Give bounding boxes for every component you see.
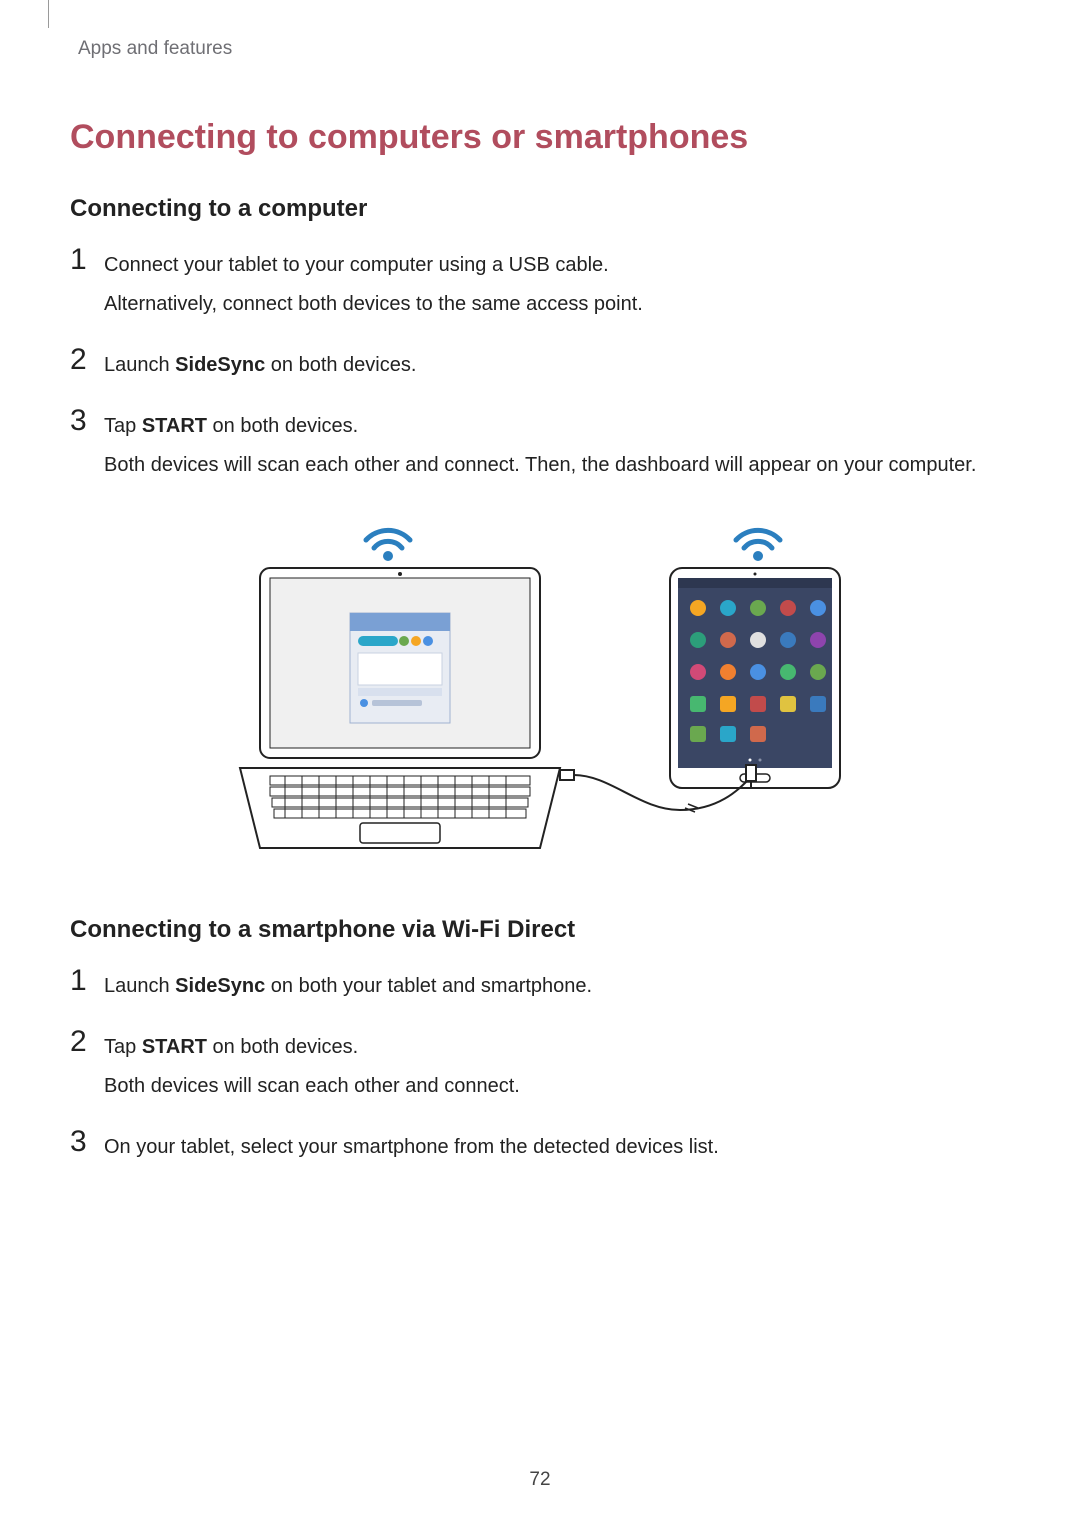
section2-step-3: 3 On your tablet, select your smartphone… (70, 1131, 1010, 1170)
section2-step-2: 2 Tap START on both devices. Both device… (70, 1031, 1010, 1109)
wifi-icon (736, 530, 780, 561)
step-body: Launch SideSync on both devices. (104, 349, 416, 388)
step-text: Launch (104, 354, 175, 376)
step-text: on both devices. (207, 1036, 358, 1058)
step-bold: SideSync (175, 354, 265, 376)
step-number: 1 (70, 245, 104, 275)
step-number: 2 (70, 1027, 104, 1057)
page-title: Connecting to computers or smartphones (70, 118, 1010, 157)
step-text: Launch (104, 975, 175, 997)
step-text: Alternatively, connect both devices to t… (104, 293, 643, 315)
section1-heading: Connecting to a computer (70, 195, 1010, 223)
section1-step-1: 1 Connect your tablet to your computer u… (70, 249, 1010, 327)
tablet-illustration (670, 568, 840, 788)
section2-step-1: 1 Launch SideSync on both your tablet an… (70, 970, 1010, 1009)
page-number: 72 (0, 1469, 1080, 1491)
step-bold: SideSync (175, 975, 265, 997)
step-body: Tap START on both devices. Both devices … (104, 410, 976, 488)
step-text: Tap (104, 415, 142, 437)
step-bold: START (142, 415, 207, 437)
step-number: 2 (70, 345, 104, 375)
step-number: 3 (70, 406, 104, 436)
header-rule (48, 0, 49, 28)
step-body: On your tablet, select your smartphone f… (104, 1131, 719, 1170)
connection-figure (70, 510, 1010, 880)
section1-step-3: 3 Tap START on both devices. Both device… (70, 410, 1010, 488)
step-text: on both devices. (265, 354, 416, 376)
section2-heading: Connecting to a smartphone via Wi-Fi Dir… (70, 916, 1010, 944)
laptop-illustration (240, 568, 560, 848)
step-bold: START (142, 1036, 207, 1058)
step-text: Both devices will scan each other and co… (104, 1075, 520, 1097)
step-text: Both devices will scan each other and co… (104, 454, 976, 476)
step-text: Tap (104, 1036, 142, 1058)
step-number: 3 (70, 1127, 104, 1157)
step-body: Tap START on both devices. Both devices … (104, 1031, 520, 1109)
wifi-icon (366, 530, 410, 561)
step-text: on both your tablet and smartphone. (265, 975, 592, 997)
breadcrumb: Apps and features (78, 38, 1010, 60)
section1-step-2: 2 Launch SideSync on both devices. (70, 349, 1010, 388)
document-page: Apps and features Connecting to computer… (0, 0, 1080, 1527)
step-text: Connect your tablet to your computer usi… (104, 254, 609, 276)
step-text: on both devices. (207, 415, 358, 437)
step-body: Connect your tablet to your computer usi… (104, 249, 643, 327)
step-body: Launch SideSync on both your tablet and … (104, 970, 592, 1009)
step-number: 1 (70, 966, 104, 996)
step-text: On your tablet, select your smartphone f… (104, 1136, 719, 1158)
